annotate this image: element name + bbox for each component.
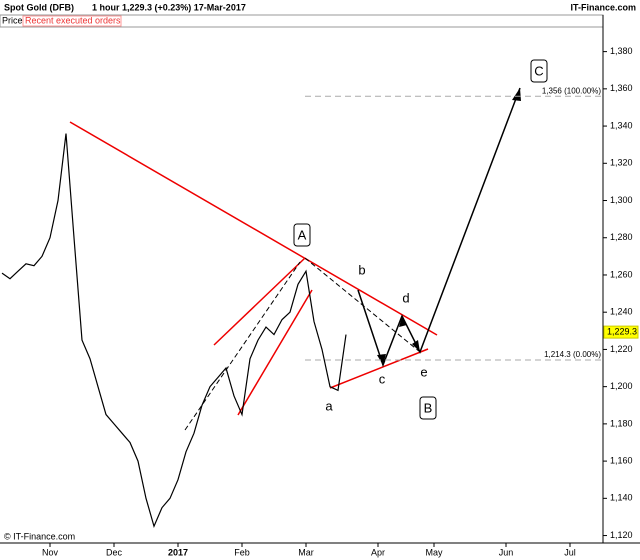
wave-label: b — [358, 262, 365, 277]
y-tick-label: 1,360 — [610, 83, 633, 93]
y-tick-label: 1,380 — [610, 46, 633, 56]
price-line — [1, 133, 347, 529]
y-tick-label: 1,140 — [610, 493, 633, 503]
brand: IT-Finance.com — [570, 2, 636, 12]
wave-label: e — [420, 364, 427, 379]
y-tick-label: 1,300 — [610, 195, 633, 205]
arrow-head — [399, 316, 407, 327]
last-price-label: 1,229.3 — [607, 326, 637, 336]
wave-label: c — [379, 371, 386, 386]
copyright: © IT-Finance.com — [4, 531, 75, 541]
wave-box — [419, 396, 437, 420]
wave-box — [530, 59, 548, 83]
level-label: 1,214.3 (0.00%) — [544, 350, 601, 359]
dashed-line — [184, 261, 301, 431]
y-tick-label: 1,160 — [610, 455, 633, 465]
x-tick-label: Jun — [499, 547, 514, 557]
y-tick-label: 1,340 — [610, 120, 633, 130]
x-tick-label: Dec — [106, 547, 123, 557]
trendline — [329, 348, 429, 389]
x-tick-label: May — [425, 547, 443, 557]
trendline — [69, 121, 438, 336]
wave-label: d — [402, 290, 409, 305]
y-tick-label: 1,280 — [610, 232, 633, 242]
drawings — [69, 87, 521, 431]
x-tick-label: Nov — [42, 547, 59, 557]
y-tick-label: 1,180 — [610, 418, 633, 428]
y-tick-label: 1,120 — [610, 530, 633, 540]
x-tick-label: Mar — [298, 547, 314, 557]
wave-label: C — [534, 63, 543, 78]
subtitle: 1 hour 1,229.3 (+0.23%) 17-Mar-2017 — [92, 2, 246, 12]
x-tick-label: Jul — [564, 547, 576, 557]
y-tick-label: 1,200 — [610, 381, 633, 391]
y-tick-label: 1,220 — [610, 344, 633, 354]
x-tick-label: Feb — [234, 547, 250, 557]
orders-box[interactable] — [22, 15, 122, 27]
x-tick-label: 2017 — [168, 547, 188, 557]
level-label: 1,356 (100.00%) — [542, 86, 601, 95]
y-tick-label: 1,260 — [610, 269, 633, 279]
wave-label: A — [298, 227, 307, 242]
last-price-box — [603, 325, 639, 339]
arrow-head — [512, 88, 521, 101]
wave-box — [293, 223, 311, 247]
wave-label: a — [325, 398, 333, 413]
chart-title: Spot Gold (DFB) — [4, 2, 74, 12]
arrow-head — [377, 354, 386, 365]
trendline — [237, 289, 313, 416]
arrow-head — [412, 340, 420, 352]
x-tick-label: Apr — [371, 547, 385, 557]
orders-label[interactable]: Recent executed orders — [25, 15, 121, 25]
y-tick-label: 1,320 — [610, 158, 633, 168]
y-tick-label: 1,240 — [610, 307, 633, 317]
trendline — [213, 257, 306, 346]
wave-label: B — [424, 400, 433, 415]
panel-label: Price — [2, 15, 23, 25]
